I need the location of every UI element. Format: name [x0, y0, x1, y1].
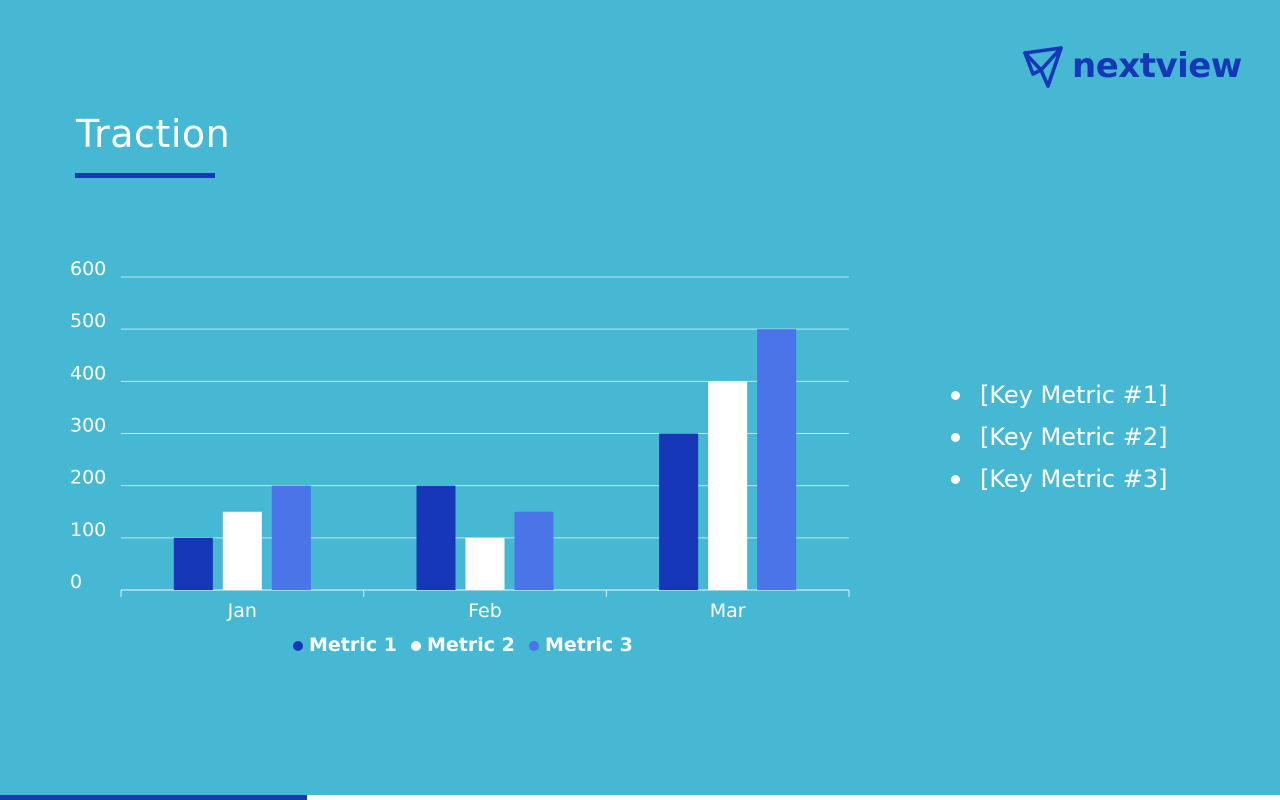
title-underline: [75, 173, 215, 178]
x-tick-label: Jan: [227, 600, 257, 622]
y-tick-label: 0: [70, 571, 82, 593]
key-metrics-list: [Key Metric #1] [Key Metric #2] [Key Met…: [950, 378, 1168, 504]
y-tick-label: 100: [70, 519, 106, 541]
bar-metric-1-jan: [173, 537, 213, 590]
legend-label: Metric 3: [545, 634, 633, 656]
bar-metric-1-mar: [659, 433, 699, 590]
legend-swatch: [529, 641, 539, 651]
bullet-dot: [951, 475, 960, 484]
bar-metric-2-jan: [222, 511, 262, 590]
y-tick-label: 300: [70, 415, 106, 437]
y-tick-label: 200: [70, 467, 106, 489]
slide-progress-fill: [0, 795, 308, 800]
slide-progress-bar: [0, 795, 1280, 800]
bar-metric-3-feb: [514, 511, 554, 590]
legend-swatch: [411, 641, 421, 651]
y-tick-label: 600: [70, 258, 106, 280]
key-metric-label: [Key Metric #2]: [980, 423, 1168, 451]
bar-metric-3-jan: [271, 485, 311, 590]
legend-label: Metric 1: [309, 634, 397, 656]
x-tick-label: Feb: [468, 600, 502, 622]
bar-metric-1-feb: [416, 485, 456, 590]
key-metric-item: [Key Metric #2]: [950, 420, 1168, 462]
paper-plane-icon: [1023, 46, 1063, 88]
bar-metric-3-mar: [757, 329, 797, 590]
y-tick-label: 500: [70, 310, 106, 332]
bar-metric-2-mar: [708, 381, 748, 590]
legend-swatch: [293, 641, 303, 651]
key-metric-label: [Key Metric #3]: [980, 465, 1168, 493]
nextview-logo: nextview: [1020, 42, 1242, 90]
key-metric-label: [Key Metric #1]: [980, 381, 1168, 409]
bullet-dot: [951, 391, 960, 400]
bullet-dot: [951, 433, 960, 442]
bar-chart: 0 100 200 300 400 500 600 Jan Feb Mar Metric 1 Metr…: [70, 258, 850, 656]
key-metric-item: [Key Metric #3]: [950, 462, 1168, 504]
legend-label: Metric 2: [427, 634, 515, 656]
x-tick-label: Mar: [710, 600, 746, 622]
y-tick-label: 400: [70, 362, 106, 384]
logo-wordmark: nextview: [1072, 46, 1242, 86]
key-metric-item: [Key Metric #1]: [950, 378, 1168, 420]
slide-title: Traction: [76, 112, 231, 156]
bar-metric-2-feb: [465, 537, 505, 590]
